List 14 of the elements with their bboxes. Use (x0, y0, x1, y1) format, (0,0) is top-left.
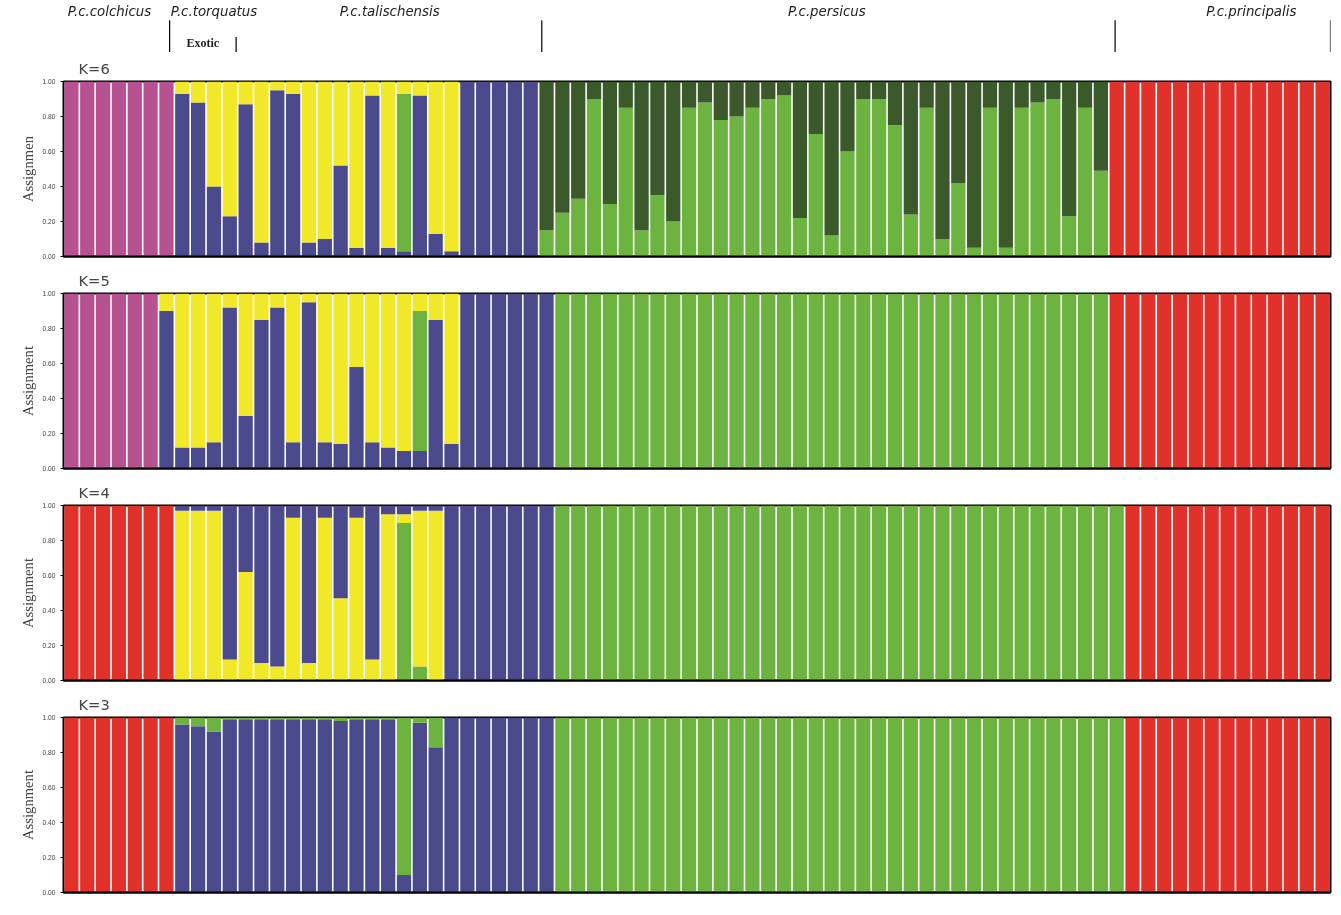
text: Exotic (186, 36, 220, 51)
text: P.c.persicus (788, 4, 866, 20)
y-axis-title: Assignment (19, 769, 36, 841)
chart-title: K=4 (78, 483, 110, 501)
chart-title: K=5 (78, 271, 110, 289)
y-axis-title: Assignment (19, 557, 36, 629)
chart-title: K=6 (78, 59, 110, 77)
chart-title: K=3 (78, 695, 110, 713)
y-axis-title: Assignment (19, 345, 36, 417)
text: P.c.talischensis (339, 4, 440, 20)
text: P.c.principalis (1206, 4, 1297, 20)
text: P.c.torquatus (170, 4, 258, 20)
y-axis-title: Assignmen (19, 135, 36, 202)
text: P.c.colchicus (67, 4, 152, 20)
